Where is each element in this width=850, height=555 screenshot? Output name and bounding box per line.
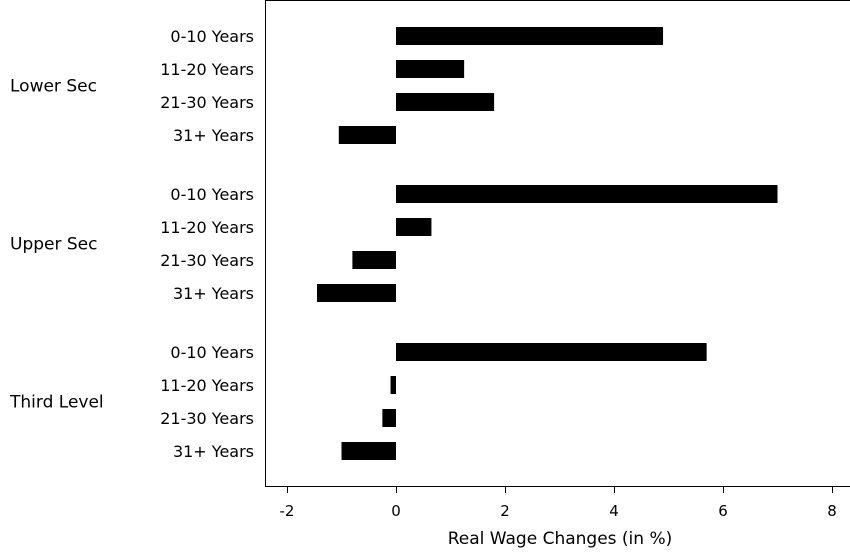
- x-tick-label: -2: [280, 502, 295, 520]
- category-label: 21-30 Years: [160, 93, 254, 112]
- bar: [396, 218, 432, 236]
- category-label: 11-20 Years: [160, 376, 254, 395]
- x-tick-label: 6: [718, 502, 728, 520]
- category-label: 31+ Years: [173, 126, 254, 145]
- category-label: 11-20 Years: [160, 60, 254, 79]
- group-label: Upper Sec: [10, 235, 97, 255]
- bar: [396, 93, 495, 111]
- bars: [316, 27, 778, 460]
- plot-frame: [265, 0, 850, 487]
- x-axis-title: Real Wage Changes (in %): [448, 529, 673, 549]
- category-labels: 0-10 Years 11-20 Years 21-30 Years 31+ Year…: [160, 27, 254, 461]
- group-label: Lower Sec: [10, 77, 97, 97]
- bar: [396, 27, 664, 45]
- group-labels: Lower Sec Upper Sec Third Level: [9, 77, 104, 413]
- bar: [338, 126, 396, 144]
- x-tick-label: 8: [827, 502, 837, 520]
- x-tick-label: 0: [391, 502, 401, 520]
- x-tick-label: 2: [500, 502, 510, 520]
- bar: [316, 284, 396, 302]
- x-tick-label: 4: [609, 502, 619, 520]
- group-label: Third Level: [9, 393, 104, 413]
- category-label: 21-30 Years: [160, 251, 254, 270]
- bar: [396, 343, 707, 361]
- category-label: 21-30 Years: [160, 409, 254, 428]
- bar: [390, 376, 396, 394]
- category-label: 31+ Years: [173, 442, 254, 461]
- category-label: 11-20 Years: [160, 218, 254, 237]
- category-label: 31+ Years: [173, 284, 254, 303]
- bar: [341, 442, 396, 460]
- category-label: 0-10 Years: [170, 27, 254, 46]
- bar: [382, 409, 396, 427]
- category-label: 0-10 Years: [170, 343, 254, 362]
- category-label: 0-10 Years: [170, 185, 254, 204]
- bar: [396, 185, 778, 203]
- bar: [352, 251, 396, 269]
- x-axis: -2 0 2 4 6 8: [280, 486, 837, 520]
- bar: [396, 60, 465, 78]
